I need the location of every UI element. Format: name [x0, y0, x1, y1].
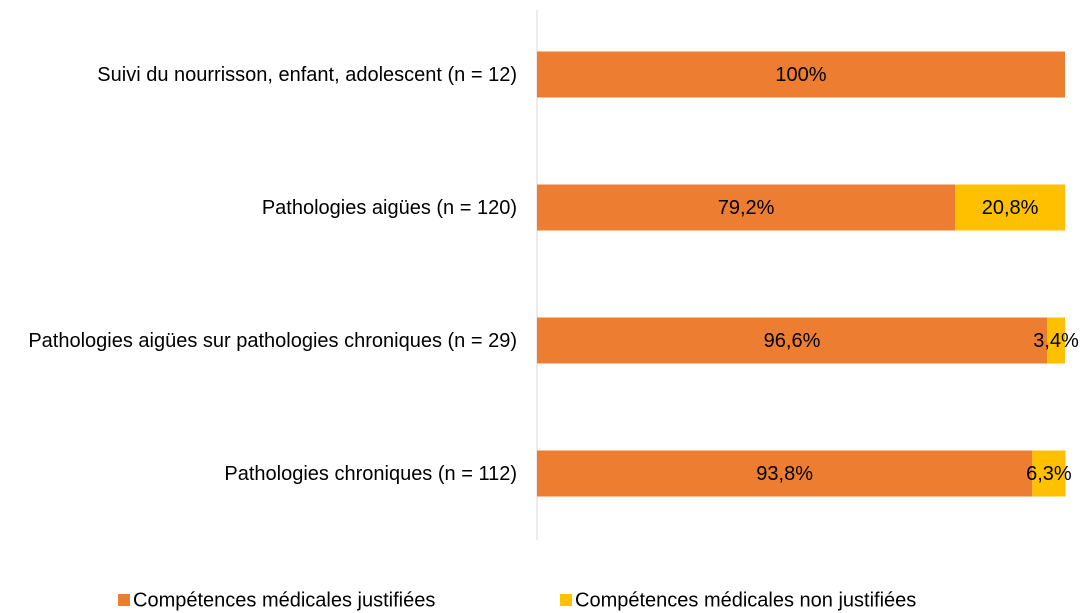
category-label-text: Suivi du nourrisson, enfant, adolescent … — [97, 63, 517, 86]
bar-segment — [537, 51, 1065, 98]
value-label: 100% — [775, 64, 826, 86]
bar-segment — [537, 450, 1033, 497]
bar-segment — [955, 184, 1065, 231]
legend-swatch — [560, 594, 572, 606]
legend-label: Compétences médicales non justifiées — [575, 589, 916, 611]
category-label-text: Pathologies chroniques (n = 112) — [224, 462, 517, 485]
category-label: Pathologies aigües (n = 120) — [0, 196, 517, 220]
bar-segment — [537, 184, 956, 231]
value-label: 20,8% — [982, 197, 1039, 219]
category-label-text: Pathologies aigües sur pathologies chron… — [28, 329, 517, 352]
category-label: Pathologies aigües sur pathologies chron… — [0, 329, 517, 353]
legend-swatch — [118, 594, 130, 606]
legend-label: Compétences médicales justifiées — [133, 589, 435, 611]
category-label: Pathologies chroniques (n = 112) — [0, 462, 517, 486]
value-label: 6,3% — [1026, 463, 1072, 485]
value-label: 93,8% — [756, 463, 813, 485]
bar-segment — [1047, 317, 1065, 364]
bar-segment — [537, 317, 1048, 364]
value-label: 3,4% — [1033, 330, 1079, 352]
category-label: Suivi du nourrisson, enfant, adolescent … — [0, 63, 517, 87]
category-label-text: Pathologies aigües (n = 120) — [261, 196, 517, 219]
value-label: 96,6% — [764, 330, 821, 352]
bar-segment — [1032, 450, 1066, 497]
value-label: 79,2% — [718, 197, 775, 219]
